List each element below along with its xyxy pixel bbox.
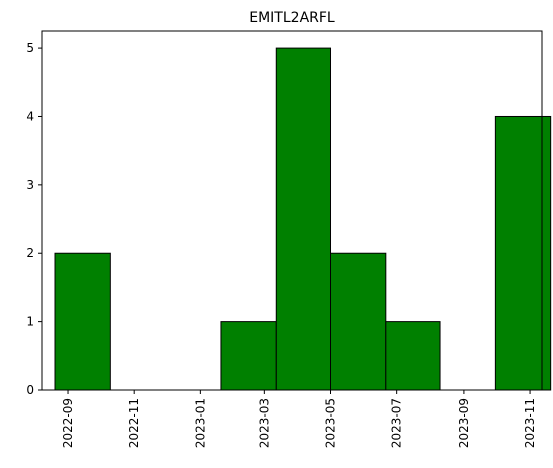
x-tick-label-1: 2022-11 bbox=[127, 398, 141, 448]
x-tick-label-4: 2023-05 bbox=[324, 398, 338, 448]
chart-title: EMITL2ARFL bbox=[249, 10, 335, 26]
x-tick-label-6: 2023-09 bbox=[457, 398, 471, 448]
plot-frame bbox=[41, 30, 543, 391]
bar-8 bbox=[494, 115, 552, 391]
y-tick-label-3: 3 bbox=[26, 178, 34, 192]
x-tick-label-3: 2023-03 bbox=[257, 398, 271, 448]
x-tick-label-5: 2023-07 bbox=[390, 398, 404, 448]
bar-3 bbox=[220, 321, 277, 391]
y-tick-label-4: 4 bbox=[26, 109, 34, 123]
x-tick-label-7: 2023-11 bbox=[523, 398, 537, 448]
y-tick-label-2: 2 bbox=[26, 246, 34, 260]
x-tick-label-0: 2022-09 bbox=[61, 398, 75, 448]
bar-6 bbox=[385, 321, 441, 391]
x-axis: 2022-09 2022-11 2023-01 2023-03 2023-05 2023-… bbox=[61, 390, 537, 448]
bars-group bbox=[54, 47, 552, 391]
y-tick-label-5: 5 bbox=[26, 41, 34, 55]
bar-0 bbox=[54, 252, 111, 391]
bar-4 bbox=[275, 47, 332, 391]
y-tick-label-0: 0 bbox=[26, 383, 34, 397]
y-axis: 0 1 2 3 4 5 bbox=[26, 41, 42, 397]
bar-5 bbox=[330, 252, 387, 391]
x-tick-label-2: 2023-01 bbox=[193, 398, 207, 448]
y-tick-label-1: 1 bbox=[26, 315, 34, 329]
